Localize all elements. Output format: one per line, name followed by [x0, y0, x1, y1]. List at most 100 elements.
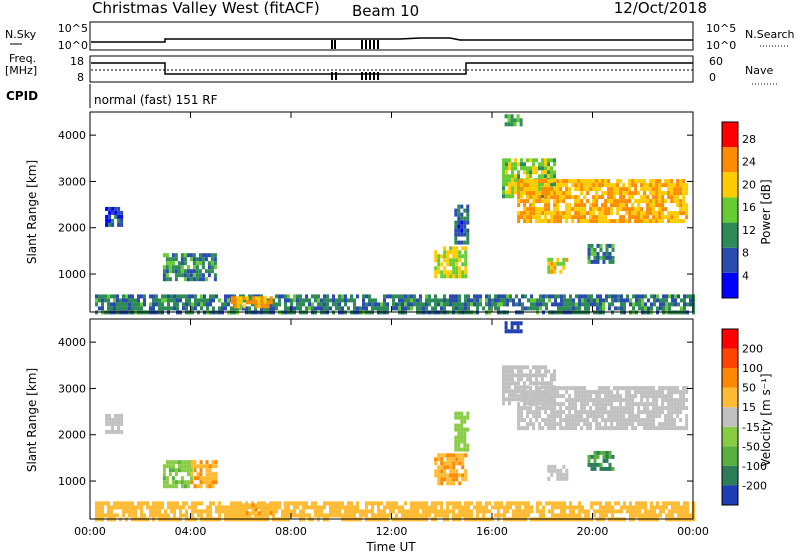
echo-cell — [224, 306, 227, 311]
echo-cell — [646, 207, 650, 212]
echo-cell — [470, 501, 473, 506]
echo-cell — [281, 513, 284, 518]
echo-cell — [635, 501, 638, 506]
echo-cell — [625, 394, 629, 399]
echo-cell — [326, 513, 329, 518]
echo-cell — [431, 306, 434, 311]
echo-cell — [665, 298, 668, 303]
noise-panel: N.Sky 10^5 10^0 10^5 10^0 N.Search — [5, 21, 795, 52]
echo-cell — [296, 306, 299, 311]
echo-cell — [514, 162, 517, 167]
echo-cell — [569, 302, 572, 307]
echo-cell — [458, 250, 462, 255]
echo-cell — [275, 505, 278, 510]
echo-cell — [571, 398, 575, 403]
echo-cell — [192, 265, 196, 270]
echo-cell — [101, 302, 104, 307]
echo-cell — [553, 178, 556, 183]
echo-cell — [195, 269, 199, 274]
echo-cell — [523, 162, 526, 167]
echo-cell — [458, 302, 461, 307]
echo-cell — [589, 203, 593, 208]
echo-cell — [189, 468, 193, 473]
echo-cell — [353, 306, 356, 311]
echo-cell — [95, 501, 98, 506]
echo-cell — [311, 501, 314, 506]
echo-cell — [167, 302, 170, 307]
echo-cell — [658, 426, 662, 431]
echo-cell — [356, 306, 359, 311]
echo-cell — [523, 199, 527, 204]
echo-cell — [254, 509, 257, 514]
echo-cell — [434, 509, 437, 514]
echo-cell — [574, 183, 578, 188]
echo-cell — [605, 294, 608, 299]
echo-cell — [553, 418, 557, 423]
echo-cell — [120, 214, 124, 219]
echo-cell — [616, 398, 620, 403]
echo-cell — [604, 426, 608, 431]
echo-cell — [174, 460, 178, 465]
echo-cell — [189, 269, 193, 274]
echo-cell — [550, 422, 554, 427]
echo-cell — [565, 422, 569, 427]
echo-cell — [284, 306, 287, 311]
echo-cell — [299, 294, 302, 299]
echo-cell — [535, 365, 538, 370]
echo-cell — [203, 294, 206, 299]
echo-cell — [344, 302, 347, 307]
echo-cell — [583, 219, 587, 224]
echo-cell — [162, 277, 166, 282]
echo-cell — [632, 302, 635, 307]
echo-cell — [601, 183, 605, 188]
echo-cell — [622, 386, 626, 391]
echo-cell — [658, 195, 662, 200]
echo-cell — [186, 273, 190, 278]
echo-cell — [649, 203, 653, 208]
echo-cell — [544, 418, 548, 423]
echo-cell — [161, 306, 164, 311]
echo-cell — [556, 211, 560, 216]
echo-cell — [529, 203, 533, 208]
echo-cell — [605, 466, 609, 471]
echo-cell — [158, 513, 161, 518]
echo-cell — [208, 468, 212, 473]
echo-cell — [422, 501, 425, 506]
echo-cell — [173, 505, 176, 510]
echo-cell — [628, 191, 632, 196]
echo-cell — [520, 398, 524, 403]
echo-cell — [568, 426, 572, 431]
echo-cell — [538, 199, 542, 204]
echo-cell — [197, 501, 200, 506]
echo-cell — [529, 179, 533, 184]
echo-cell — [497, 298, 500, 303]
echo-cell — [548, 298, 551, 303]
echo-cell — [599, 255, 603, 260]
echo-cell — [449, 477, 453, 482]
echo-cell — [460, 220, 464, 225]
echo-cell — [425, 294, 428, 299]
echo-cell — [422, 513, 425, 518]
echo-cell — [105, 417, 109, 422]
echo-cell — [449, 246, 453, 251]
echo-cell — [122, 509, 125, 514]
echo-cell — [460, 212, 464, 217]
echo-cell — [649, 410, 653, 415]
echo-cell — [532, 162, 535, 167]
echo-cell — [190, 460, 194, 465]
echo-cell — [523, 211, 527, 216]
echo-cell — [647, 298, 650, 303]
echo-cell — [593, 259, 597, 264]
echo-cell — [589, 410, 593, 415]
echo-cell — [443, 469, 447, 474]
echo-cell — [643, 183, 647, 188]
echo-cell — [644, 505, 647, 510]
echo-cell — [658, 191, 662, 196]
echo-cell — [152, 302, 155, 307]
echo-cell — [143, 501, 146, 506]
echo-cell — [454, 439, 458, 444]
echo-cell — [113, 302, 116, 307]
echo-cell — [656, 501, 659, 506]
echo-cell — [613, 195, 617, 200]
